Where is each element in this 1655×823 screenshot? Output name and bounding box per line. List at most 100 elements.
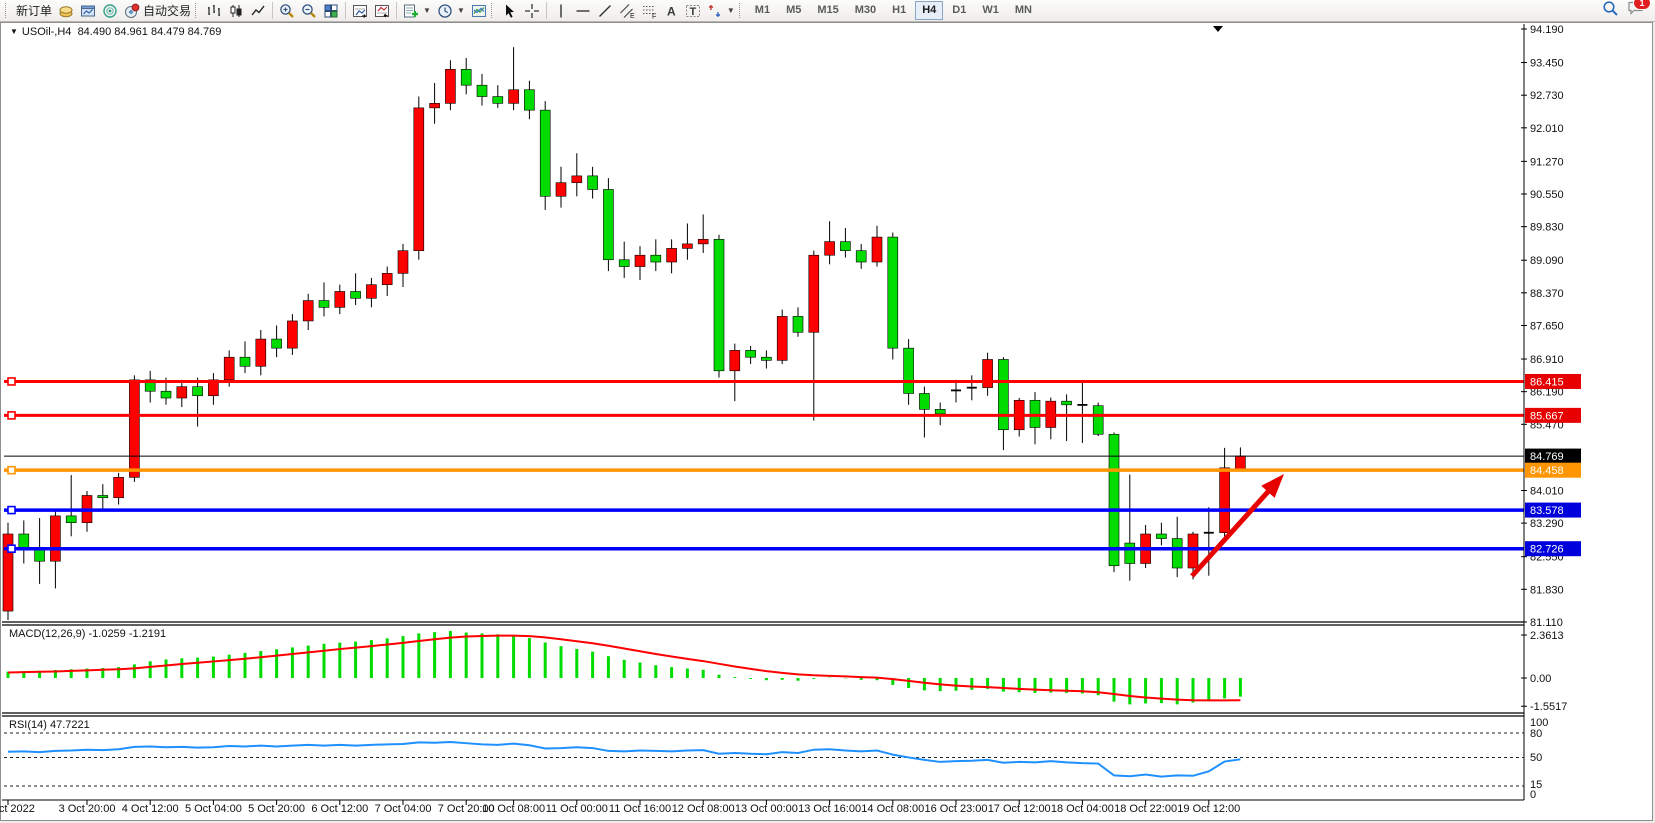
timeframe-m1[interactable]: M1 bbox=[754, 4, 771, 16]
deposit-icon[interactable] bbox=[55, 1, 77, 20]
candle-doji bbox=[1203, 531, 1214, 534]
candle-body bbox=[1108, 433, 1120, 567]
timeframe-m5[interactable]: M5 bbox=[786, 4, 802, 16]
clock-icon bbox=[438, 3, 452, 18]
candle-body bbox=[776, 316, 788, 361]
time-tick-label: 6 Oct 12:00 bbox=[311, 803, 368, 815]
tile-windows-button[interactable] bbox=[320, 1, 342, 20]
rsi-scale-label: 0 bbox=[1530, 789, 1536, 801]
toolbar-grip[interactable] bbox=[5, 3, 10, 18]
rsi-scale-label: 50 bbox=[1530, 752, 1542, 764]
timeframe-mn[interactable]: MN bbox=[1014, 4, 1032, 16]
trendline-icon bbox=[598, 4, 611, 17]
time-tick-label: 7 Oct 04:00 bbox=[375, 803, 432, 815]
text-tool[interactable]: A bbox=[660, 1, 682, 20]
search-button[interactable] bbox=[1602, 0, 1619, 22]
cursor-tool-button[interactable] bbox=[499, 1, 521, 20]
notification-badge: 1 bbox=[1633, 0, 1651, 10]
arrow-objects-tool[interactable]: ▼ bbox=[704, 1, 738, 20]
autotrading-button[interactable]: 自动交易 bbox=[121, 1, 194, 20]
candle-body bbox=[666, 248, 677, 263]
crosshair-tool-button[interactable] bbox=[521, 1, 543, 20]
objects-dropdown-icon[interactable]: ▼ bbox=[10, 27, 18, 36]
candle-body bbox=[713, 239, 725, 372]
price-tick-label: 89.830 bbox=[1530, 222, 1564, 234]
price-tick-label: 88.370 bbox=[1530, 288, 1564, 300]
indicator-list-button[interactable] bbox=[371, 1, 393, 20]
chart-shift-marker[interactable] bbox=[1213, 26, 1223, 32]
candle-body bbox=[144, 379, 156, 392]
candle-body bbox=[65, 515, 77, 523]
zoom-in-icon bbox=[280, 3, 294, 18]
candle-body bbox=[1171, 538, 1183, 569]
svg-text:F: F bbox=[652, 13, 656, 19]
candle-body bbox=[350, 291, 361, 299]
candle-body bbox=[539, 109, 551, 197]
time-tick-label: 10 Oct 08:00 bbox=[482, 803, 545, 815]
horizontal-line-tool[interactable] bbox=[572, 1, 594, 20]
trendline-tool[interactable] bbox=[594, 1, 616, 20]
macd-values: -1.0259 -1.2191 bbox=[88, 628, 167, 640]
vertical-line-tool[interactable] bbox=[550, 1, 572, 20]
candle-body bbox=[113, 477, 124, 499]
candle-body bbox=[855, 250, 867, 263]
price-badge-label: 86.415 bbox=[1530, 376, 1564, 388]
hline-anchor[interactable] bbox=[7, 377, 16, 386]
candle-body bbox=[366, 284, 377, 299]
candle-body bbox=[871, 236, 883, 263]
terminal-window-button[interactable] bbox=[77, 1, 99, 20]
trend-arrow-shaft[interactable] bbox=[1190, 484, 1275, 578]
channel-icon: E bbox=[619, 3, 635, 19]
hline-anchor[interactable] bbox=[7, 544, 16, 553]
horizontal-line-icon bbox=[576, 9, 590, 12]
price-badge-label: 85.667 bbox=[1530, 410, 1564, 422]
signals-button[interactable] bbox=[99, 1, 121, 20]
candle-body bbox=[476, 84, 488, 97]
price-tick-label: 89.090 bbox=[1530, 255, 1564, 267]
bar-chart-icon bbox=[208, 4, 221, 16]
autotrading-label: 自动交易 bbox=[143, 4, 192, 18]
price-tick-label: 87.650 bbox=[1530, 320, 1564, 332]
timeframe-w1[interactable]: W1 bbox=[982, 4, 999, 16]
chart-template-icon bbox=[471, 4, 486, 17]
zoom-in-button[interactable] bbox=[276, 1, 298, 20]
chart-template-button[interactable] bbox=[468, 1, 490, 20]
bar-chart-mode-button[interactable] bbox=[203, 1, 225, 20]
zoom-out-button[interactable] bbox=[298, 1, 320, 20]
timeframe-m30[interactable]: M30 bbox=[854, 4, 877, 16]
time-tick-label: 5 Oct 04:00 bbox=[185, 803, 242, 815]
candle-body bbox=[176, 386, 188, 399]
toolbar-grip[interactable] bbox=[195, 3, 200, 18]
timeframe-d1[interactable]: D1 bbox=[952, 4, 967, 16]
candle-body bbox=[1124, 542, 1136, 564]
period-clock-button[interactable]: ▼ bbox=[434, 1, 468, 20]
trend-arrow-head[interactable] bbox=[1261, 474, 1284, 498]
fibonacci-tool[interactable]: F bbox=[638, 1, 660, 20]
chat-button[interactable]: 1 bbox=[1627, 0, 1651, 21]
toolbar-grip[interactable] bbox=[490, 3, 496, 18]
hline-anchor[interactable] bbox=[7, 411, 16, 420]
candle-body bbox=[508, 89, 519, 104]
equidistant-channel-tool[interactable]: E bbox=[616, 1, 638, 20]
candle-body bbox=[1061, 400, 1072, 406]
line-chart-mode-button[interactable] bbox=[247, 1, 269, 20]
search-icon bbox=[1603, 0, 1618, 16]
candle-body bbox=[397, 250, 409, 274]
hline-anchor[interactable] bbox=[7, 465, 16, 475]
price-badge-label: 82.726 bbox=[1530, 544, 1564, 556]
add-indicator-button[interactable]: ▼ bbox=[400, 1, 434, 20]
hline-anchor[interactable] bbox=[7, 505, 16, 515]
timeframe-m15[interactable]: M15 bbox=[817, 4, 839, 16]
indicator-window-button[interactable] bbox=[349, 1, 371, 20]
candlestick-mode-button[interactable] bbox=[225, 1, 247, 20]
text-label-tool[interactable]: T bbox=[682, 1, 704, 20]
price-badge bbox=[1525, 373, 1581, 389]
toolbar-grip[interactable] bbox=[738, 3, 744, 18]
price-badge-label: 84.458 bbox=[1530, 465, 1564, 477]
candle-body bbox=[808, 254, 820, 333]
new-order-button[interactable]: 新订单 bbox=[13, 1, 55, 20]
timeframe-h1[interactable]: H1 bbox=[892, 4, 907, 16]
svg-text:T: T bbox=[689, 6, 696, 18]
timeframe-h4[interactable]: H4 bbox=[915, 1, 944, 20]
